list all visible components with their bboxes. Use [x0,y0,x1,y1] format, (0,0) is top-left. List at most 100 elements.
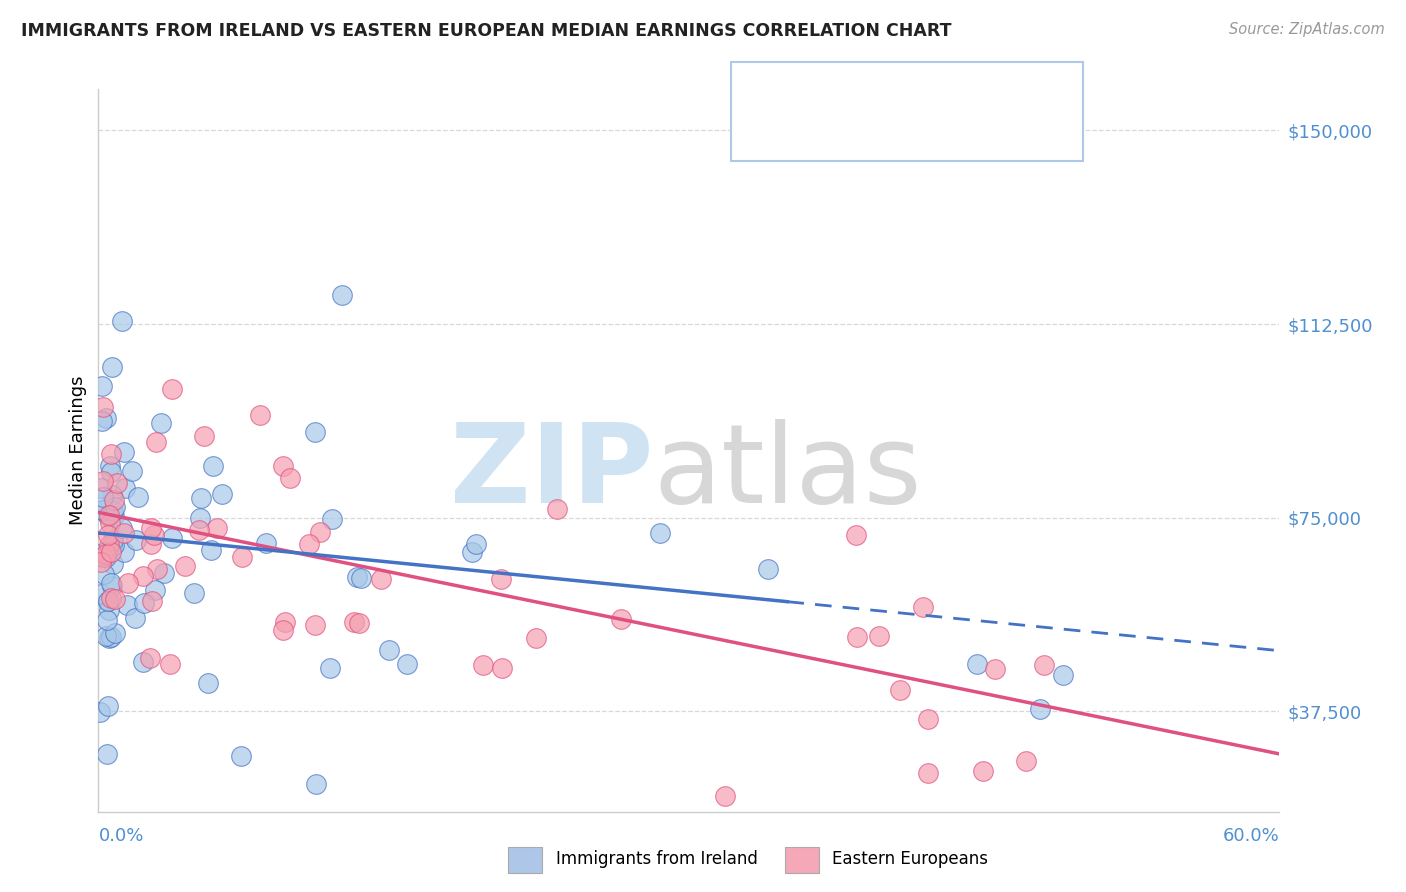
Point [912,599,935,614]
Point [96,547,118,561]
Bar [509,847,543,872]
Text: ZIP: ZIP [450,418,654,525]
Point [205,521,228,535]
Point [309,525,332,540]
Point [125,533,148,547]
Point [190,491,212,505]
FancyBboxPatch shape [731,62,1083,161]
Point [117,576,139,591]
Point [159,657,181,671]
Text: 60.0%: 60.0% [1223,827,1279,846]
Point [304,618,326,632]
Point [121,463,143,477]
Point [274,615,297,629]
Point [188,523,211,537]
Point [143,582,166,597]
Point [91,546,114,560]
Point [350,572,373,586]
Point [91,401,114,415]
Point [103,537,125,551]
Point [141,537,163,551]
Point [200,542,222,557]
Point [183,586,205,600]
Point [149,416,172,430]
Text: R =  -0.454   N = 61: R = -0.454 N = 61 [790,125,988,143]
Point [491,660,513,674]
Point [173,558,195,573]
Point [132,655,155,669]
Point [100,447,122,461]
Point [145,562,167,576]
Point [370,572,392,586]
Point [305,777,328,791]
Point [114,481,136,495]
Point [103,504,125,518]
Point [188,510,211,524]
Point [321,512,343,526]
Point [94,628,117,642]
Point [100,591,122,605]
Point [127,490,149,504]
Point [100,579,122,593]
Point [1033,658,1056,673]
Point [193,429,215,443]
Point [105,476,128,491]
Point [94,549,117,564]
Point [96,613,118,627]
Point [98,538,121,552]
Point [97,594,120,608]
Point [100,575,122,590]
Point [346,570,368,584]
Point [471,658,494,673]
Point [319,661,342,675]
Point [917,712,939,726]
Point [298,537,321,551]
Point [1015,754,1038,768]
Point [546,502,568,516]
Point [103,500,125,515]
Point [139,650,162,665]
Point [211,487,233,501]
Point [101,360,124,375]
Point [97,508,120,523]
Point [756,562,779,576]
Point [132,596,155,610]
Point [90,414,112,428]
Point [160,382,183,396]
Point [249,408,271,422]
Point [97,593,120,607]
Point [229,748,252,763]
Point [343,615,366,629]
Point [91,550,114,565]
Point [90,556,112,570]
Point [94,410,117,425]
Point [97,528,120,542]
Text: IMMIGRANTS FROM IRELAND VS EASTERN EUROPEAN MEDIAN EARNINGS CORRELATION CHART: IMMIGRANTS FROM IRELAND VS EASTERN EUROP… [21,22,952,40]
Point [90,378,112,392]
Point [100,466,122,480]
Point [100,540,122,554]
Point [330,288,353,302]
Point [111,314,134,328]
Y-axis label: Median Earnings: Median Earnings [69,376,87,525]
Point [984,662,1007,676]
Point [115,598,138,612]
Point [124,611,146,625]
Point [96,747,118,761]
Point [349,615,371,630]
Point [100,516,122,531]
Point [103,493,125,508]
Point [1029,702,1052,716]
Point [100,545,122,559]
Point [966,657,988,671]
Point [231,549,253,564]
Point [377,642,399,657]
Point [93,490,115,504]
Point [98,508,121,522]
Point [202,459,225,474]
Point [160,531,183,545]
Text: atlas: atlas [654,418,922,525]
Point [524,631,547,645]
Point [278,471,301,485]
Text: Eastern Europeans: Eastern Europeans [832,849,988,868]
